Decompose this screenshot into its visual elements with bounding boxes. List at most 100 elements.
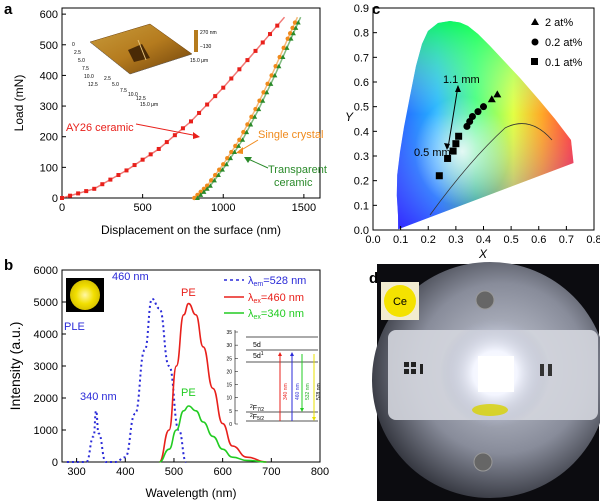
y-tick-label: 0.1 — [354, 200, 369, 212]
data-point-ay26 — [260, 40, 265, 45]
x-tick-label: 0.7 — [559, 234, 574, 246]
data-point-ay26 — [92, 186, 97, 191]
label-transparent: Transparent — [268, 164, 327, 176]
legend-b: λem=528 nm λex=460 nm λex=340 nm — [224, 275, 306, 321]
data-point-ay26 — [237, 67, 242, 72]
svg-text:532 nm: 532 nm — [305, 383, 311, 400]
chart-marks-c — [435, 90, 502, 180]
data-point-single — [249, 114, 254, 119]
data-point-single — [221, 162, 226, 167]
x-tick-label: 0.0 — [365, 234, 380, 246]
data-point-single — [290, 25, 295, 31]
x-tick-label: 0.2 — [421, 234, 436, 246]
data-point-single — [261, 90, 266, 95]
inset-tick-label: 20 — [226, 369, 232, 375]
y-axis-title-a: Load (mN) — [12, 75, 26, 132]
data-point-single — [281, 45, 286, 51]
data-point-transparent — [284, 45, 290, 50]
data-point-ay26 — [60, 196, 64, 200]
y-tick-label: 3000 — [34, 361, 58, 373]
data-point-single — [225, 155, 230, 161]
plot-frame-a — [61, 7, 321, 199]
y-tick-label: 500 — [40, 40, 58, 52]
legend-em528: λem=528 nm — [248, 275, 306, 288]
data-point-single — [245, 122, 250, 127]
data-point-transparent — [288, 36, 294, 41]
data-point-single — [257, 98, 262, 103]
data-point-ay26 — [76, 191, 81, 196]
y-axis-b: 0 1000 2000 3000 4000 5000 6000 — [34, 265, 66, 469]
planckian-locus — [429, 123, 553, 216]
data-point-single — [287, 31, 293, 36]
afm-ytick: 2.5 — [74, 50, 81, 56]
spectrum-2 — [159, 405, 267, 463]
label-340nm: 340 nm — [80, 391, 117, 403]
y-axis-title-b: Intensity (a.u.) — [7, 322, 23, 411]
label-pe-red: PE — [181, 287, 196, 299]
data-point-ay26 — [116, 173, 121, 178]
y-tick-label: 4000 — [34, 329, 58, 341]
inset-tick-label: 25 — [226, 356, 232, 362]
data-point-ay26 — [189, 119, 193, 124]
x-tick-label: 0.3 — [448, 234, 463, 246]
label-0-5mm: 0.5 mm — [414, 147, 451, 159]
cie-point-01at — [449, 147, 457, 155]
label-460nm: 460 nm — [112, 271, 149, 283]
data-point-transparent — [268, 81, 274, 86]
data-point-transparent — [293, 25, 299, 30]
afm-ytick: 5.0 — [78, 58, 85, 64]
inset-tick-label: 0 — [229, 422, 232, 428]
x-tick-label: 1000 — [211, 202, 235, 214]
afm-ytick: 0 — [72, 42, 75, 48]
data-point-ay26 — [213, 94, 218, 99]
x-tick-label: 0 — [59, 202, 65, 214]
cie-point-02at — [474, 108, 482, 116]
data-point-ay26 — [68, 193, 73, 198]
label-5d: 5d — [253, 342, 261, 349]
afm-inset: 270 nm −130 15.0 μm 0 2.5 5.0 7.5 10.0 1… — [72, 23, 217, 108]
led-chip — [478, 356, 514, 392]
label-f72: 2F7/2 — [250, 404, 264, 413]
data-point-single — [237, 137, 242, 142]
x-axis-title-a: Displacement on the surface (nm) — [101, 223, 281, 237]
data-point-ay26 — [229, 76, 234, 81]
data-point-transparent — [228, 155, 234, 161]
cie-point-01at — [452, 140, 460, 148]
y-tick-label: 0 — [52, 193, 58, 205]
cie-point-02at — [468, 113, 476, 121]
y-tick-label: 0.8 — [354, 28, 369, 40]
panel-c: c 0.00.10.20.30.40.50.60.70.80.9 0.0 0.1 0… — [345, 1, 600, 261]
screw-bottom — [473, 452, 493, 472]
x-tick-label: 500 — [165, 466, 183, 478]
y-tick-label: 300 — [40, 101, 58, 113]
afm-ytick: 12.5 — [88, 82, 98, 88]
label-ceramic: ceramic — [274, 177, 313, 189]
data-point-transparent — [236, 143, 242, 148]
x-axis-title-b: Wavelength (nm) — [146, 486, 237, 500]
panel-letter-c: c — [372, 1, 380, 18]
ce-label: Ce — [393, 296, 407, 308]
data-point-transparent — [272, 72, 278, 78]
data-point-transparent — [219, 167, 225, 172]
cie-point-01at — [444, 154, 452, 162]
data-point-transparent — [260, 98, 266, 103]
y-tick-label: 6000 — [34, 265, 58, 277]
legend-ex340: λex=340 nm — [248, 308, 304, 321]
x-axis-a: 0 500 1000 1500 — [59, 194, 316, 214]
data-point-single — [217, 167, 222, 172]
data-point-single — [233, 143, 238, 149]
afm-label-15um: 15.0 μm — [190, 58, 208, 64]
data-point-ay26 — [84, 189, 89, 194]
data-point-transparent — [264, 89, 270, 95]
data-point-ay26 — [132, 163, 137, 168]
data-point-transparent — [194, 195, 200, 200]
data-point-transparent — [276, 63, 282, 69]
x-tick-label: 600 — [213, 466, 231, 478]
y-tick-label: 0.0 — [354, 225, 369, 237]
data-point-transparent — [295, 20, 301, 25]
data-point-ay26 — [275, 23, 280, 28]
data-point-transparent — [223, 161, 229, 167]
data-point-ay26 — [205, 102, 210, 107]
data-point-transparent — [240, 137, 246, 142]
